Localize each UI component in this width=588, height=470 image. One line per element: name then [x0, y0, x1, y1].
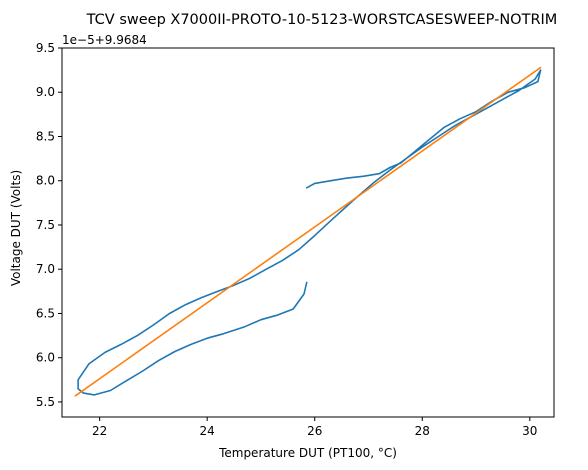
x-tick-label: 26 [307, 424, 322, 438]
x-tick-label: 30 [522, 424, 537, 438]
y-tick-label: 7.5 [36, 218, 55, 232]
chart-title: TCV sweep X7000II-PROTO-10-5123-WORSTCAS… [86, 12, 558, 28]
y-tick-label: 7.0 [36, 262, 55, 276]
y-tick-label: 9.5 [36, 41, 55, 55]
tick-layer: 22 24 26 28 30 5.5 6.0 6.5 7.0 7.5 8.0 8.5 9.0 9.5 [36, 41, 538, 438]
y-tick-label: 8.0 [36, 174, 55, 188]
x-tick-label: 28 [415, 424, 430, 438]
y-tick-label: 9.0 [36, 85, 55, 99]
y-tick-label: 6.5 [36, 306, 55, 320]
y-axis-label: Voltage DUT (Volts) [9, 170, 23, 286]
plot-frame [61, 47, 555, 418]
y-tick-label: 5.5 [36, 395, 55, 409]
measured-series-line [77, 69, 542, 396]
axis-offset-text: 1e−5+9.9684 [62, 33, 147, 47]
x-tick-label: 22 [92, 424, 107, 438]
y-tick-label: 8.5 [36, 129, 55, 143]
fit-series-line [74, 66, 542, 397]
y-tick-label: 6.0 [36, 351, 55, 365]
x-axis-label: Temperature DUT (PT100, °C) [218, 446, 397, 460]
x-tick-label: 24 [200, 424, 215, 438]
series-layer [74, 66, 542, 397]
